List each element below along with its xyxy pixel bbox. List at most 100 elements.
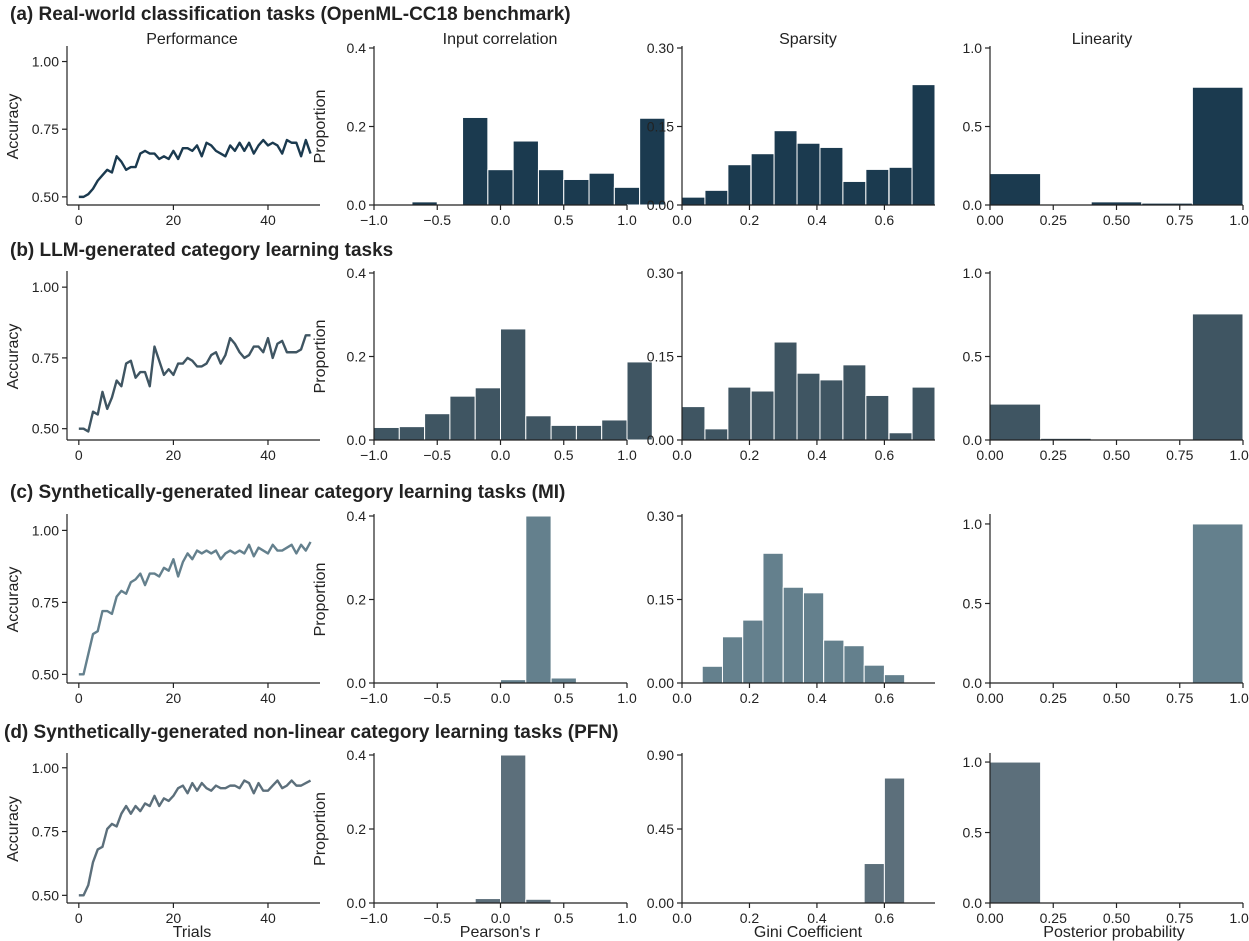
x-tick-label: 0.6 [875, 690, 895, 706]
y-tick-label: 1.0 [963, 265, 983, 281]
y-axis-label: Accuracy [5, 94, 22, 160]
x-tick-label: 1.00 [1229, 212, 1249, 228]
accuracy-line [78, 334, 311, 433]
x-tick-label: 40 [260, 447, 276, 463]
y-tick-label: 0.0 [347, 432, 367, 448]
x-tick-label: 0 [75, 212, 83, 228]
column-title-linearity: Linearity [1072, 31, 1132, 48]
y-tick-label: 0.30 [647, 40, 674, 56]
panel-c-performance: 0 20 40 0.50 0.75 1.00 Accuracy [5, 514, 320, 706]
histogram-bar [474, 898, 502, 904]
histogram-bar [819, 146, 844, 206]
x-tick-label: 0.25 [1040, 910, 1067, 926]
y-tick-label: 1.00 [32, 279, 59, 295]
histogram-bar [613, 186, 641, 206]
row-a-title: (a) Real-world classification tasks (Ope… [10, 4, 571, 25]
x-tick-label: 1.0 [617, 447, 637, 463]
panel-a-linearity: 0.00 0.25 0.50 0.75 1.00 0.0 0.5 1.0 [963, 40, 1249, 228]
y-tick-label: 0.0 [963, 432, 983, 448]
x-tick-label: 0.75 [1166, 447, 1193, 463]
x-tick-label: 0.00 [976, 447, 1003, 463]
x-tick-label: −1.0 [360, 690, 388, 706]
histogram-bar [704, 428, 729, 441]
y-tick-label: 0.4 [347, 40, 367, 56]
x-tick-label: 0.5 [554, 690, 574, 706]
panel-d-performance: 0 20 40 0.50 0.75 1.00 Accuracy [5, 753, 320, 926]
y-tick-label: 1.00 [32, 54, 59, 70]
y-tick-label: 1.00 [32, 760, 59, 776]
y-tick-label: 0.00 [647, 197, 674, 213]
y-tick-label: 0.2 [347, 119, 367, 135]
y-tick-label: 0.2 [347, 349, 367, 365]
histogram-bar [701, 665, 723, 684]
histogram-bar [373, 426, 400, 441]
y-tick-label: 0.30 [647, 265, 674, 281]
y-tick-label: 0.0 [963, 197, 983, 213]
histogram-bar [424, 413, 451, 441]
x-tick-label: 0.0 [672, 910, 692, 926]
column-title-sparsity: Sparsity [779, 31, 837, 48]
histogram-bar [487, 169, 514, 206]
y-tick-label: 0.5 [963, 825, 983, 841]
x-tick-label: 0.4 [807, 910, 827, 926]
x-tick-label: −0.5 [423, 910, 451, 926]
x-tick-label: 0.6 [875, 447, 895, 463]
histogram-bar [1191, 86, 1244, 206]
accuracy-line [78, 541, 312, 676]
y-tick-label: 0.75 [32, 121, 59, 137]
y-tick-label: 0.0 [347, 675, 367, 691]
histogram-bar [512, 140, 539, 206]
x-tick-label: 0.0 [672, 690, 692, 706]
y-axis-label: Proportion [312, 320, 329, 394]
histogram-bar [639, 117, 666, 206]
histogram-bar [1191, 523, 1244, 684]
histogram-bar [888, 432, 913, 441]
x-tick-label: 0.0 [672, 447, 692, 463]
histogram-bar [398, 426, 426, 441]
y-axis-label: Proportion [312, 563, 329, 637]
y-tick-label: 0.0 [347, 895, 367, 911]
x-tick-label: 0.5 [554, 212, 574, 228]
x-tick-label: 1.0 [617, 212, 637, 228]
y-tick-label: 0.4 [347, 747, 367, 763]
histogram-bar [500, 754, 527, 904]
y-tick-label: 0.4 [347, 508, 367, 524]
x-tick-label: 0.0 [491, 212, 511, 228]
y-tick-label: 0.75 [32, 350, 59, 366]
histogram-bar [796, 372, 821, 441]
y-axis-label: Accuracy [5, 796, 22, 862]
column-title-performance: Performance [146, 31, 238, 48]
histogram-bar [863, 664, 885, 684]
histogram-bar [721, 636, 744, 684]
histogram-bar [626, 361, 653, 441]
x-tick-label: 1.00 [1229, 447, 1249, 463]
y-tick-label: 0.2 [347, 592, 367, 608]
y-tick-label: 1.0 [963, 40, 983, 56]
y-tick-label: 0.15 [647, 349, 674, 365]
histogram-bar [681, 406, 706, 441]
x-tick-label: 1.0 [617, 910, 637, 926]
y-tick-label: 0.45 [647, 821, 674, 837]
x-tick-label: 0.25 [1040, 447, 1067, 463]
x-tick-label: 0.4 [807, 212, 827, 228]
x-tick-label: 20 [166, 690, 182, 706]
panel-c-sparsity: 0.0 0.2 0.4 0.6 0.00 0.15 0.30 [647, 508, 935, 706]
histogram-bar [588, 172, 615, 206]
x-tick-label: 20 [166, 910, 182, 926]
histogram-bar [762, 552, 784, 684]
y-tick-label: 0.0 [963, 675, 983, 691]
histogram-bar [863, 863, 885, 904]
histogram-bar [865, 168, 890, 206]
row-c-title: (c) Synthetically-generated linear categ… [10, 482, 565, 503]
histogram-bar [911, 84, 936, 206]
histogram-bar [727, 164, 752, 206]
x-tick-label: 0 [75, 690, 83, 706]
x-axis-label-trials: Trials [173, 924, 212, 941]
y-tick-label: 0.00 [647, 895, 674, 911]
histogram-bar [575, 424, 603, 441]
x-tick-label: 1.00 [1229, 910, 1249, 926]
row-b-title: (b) LLM-generated category learning task… [10, 240, 393, 261]
panel-c-linearity: 0.00 0.25 0.50 0.75 1.00 0.0 0.5 1.0 [963, 514, 1249, 706]
y-tick-label: 0.5 [963, 595, 983, 611]
panel-b-linearity: 0.00 0.25 0.50 0.75 1.00 0.0 0.5 1.0 [963, 265, 1249, 463]
